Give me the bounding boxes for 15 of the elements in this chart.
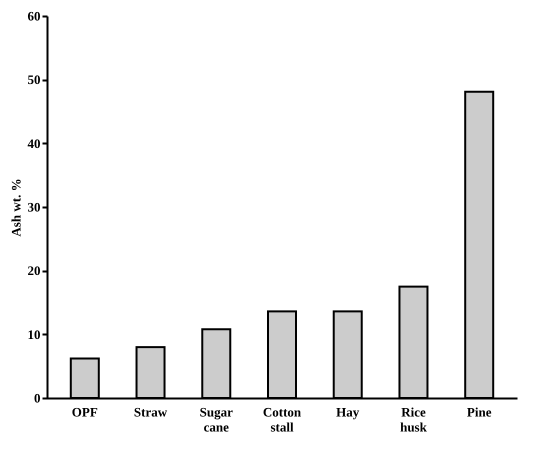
- y-tick-label: 40: [28, 136, 40, 151]
- y-tick-label: 20: [28, 263, 40, 278]
- y-tick-label: 10: [28, 326, 40, 342]
- y-tick-label: 30: [28, 200, 40, 214]
- x-tick-label: Straw: [134, 404, 168, 420]
- x-tick-label: Hay: [336, 404, 360, 420]
- y-tick-label: 60: [28, 8, 40, 24]
- y-tick-label: 50: [28, 72, 40, 88]
- y-axis-title: Ash wt. %: [8, 178, 24, 237]
- x-tick-label: Pine: [466, 404, 492, 420]
- x-tick-label: Cotton stall: [262, 404, 302, 434]
- x-tick-label: Rice husk: [400, 404, 428, 434]
- y-tick-label: 0: [34, 390, 40, 406]
- x-tick-label: OPF: [72, 404, 98, 420]
- x-tick-label: Sugar cane: [200, 404, 234, 434]
